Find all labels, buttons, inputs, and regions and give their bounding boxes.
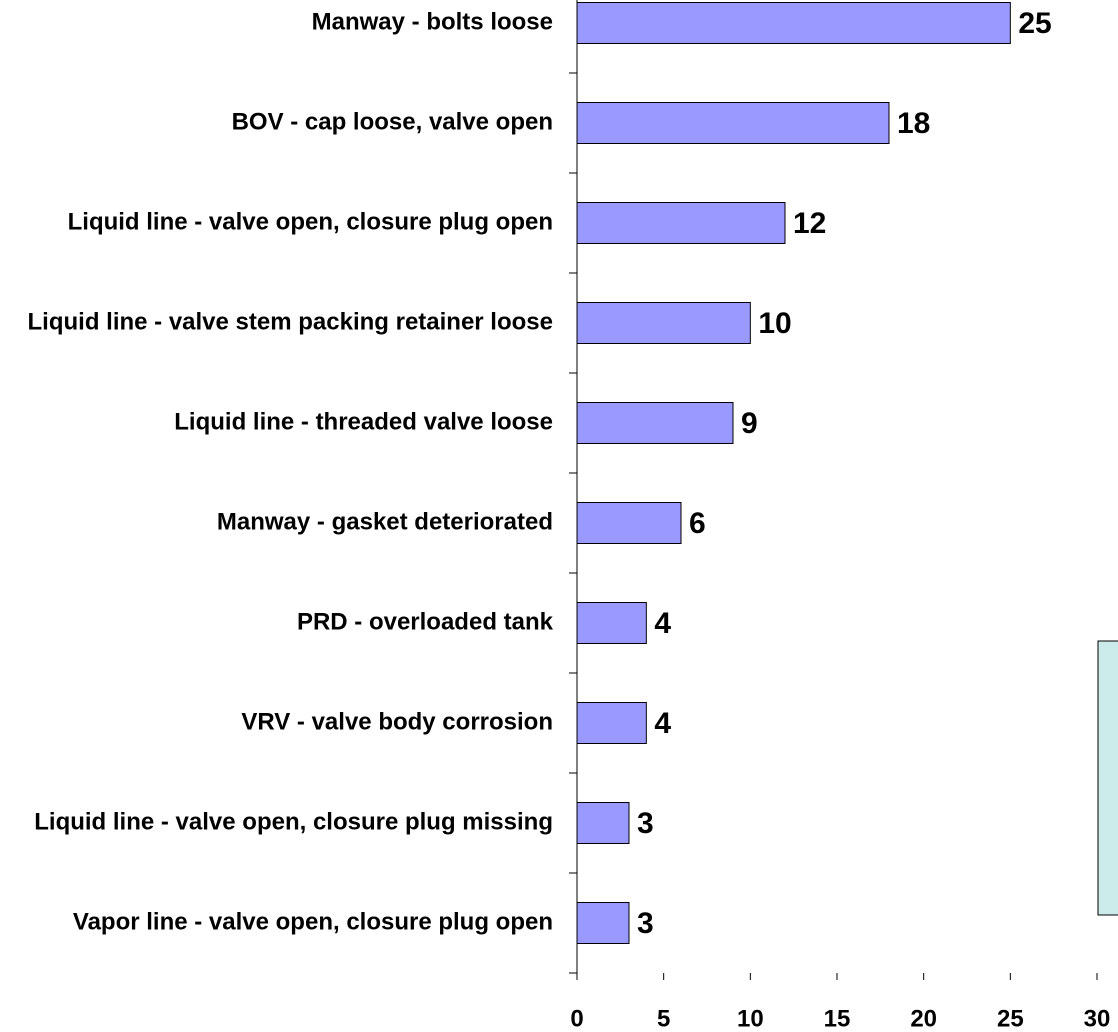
x-tick-label: 15 — [824, 1005, 851, 1032]
value-label: 6 — [689, 507, 706, 540]
x-tick-label: 25 — [997, 1005, 1024, 1032]
bar — [576, 602, 647, 644]
x-tick-label: 5 — [657, 1005, 670, 1032]
category-label: VRV - valve body corrosion — [241, 708, 553, 735]
category-label: Vapor line - valve open, closure plug op… — [73, 908, 553, 935]
bar — [576, 502, 682, 544]
value-label: 4 — [654, 707, 671, 740]
value-label: 18 — [897, 107, 930, 140]
side-box — [1097, 640, 1118, 916]
bar — [576, 2, 1011, 44]
x-tick-label: 20 — [910, 1005, 937, 1032]
value-label: 25 — [1018, 7, 1051, 40]
x-tick-label: 30 — [1084, 1005, 1111, 1032]
value-label: 4 — [654, 607, 671, 640]
x-tick-label: 10 — [737, 1005, 764, 1032]
bar — [576, 802, 630, 844]
x-tick-label: 0 — [570, 1005, 583, 1032]
category-label: BOV - cap loose, valve open — [232, 108, 553, 135]
value-label: 9 — [741, 407, 758, 440]
value-label: 12 — [793, 207, 826, 240]
bar — [576, 702, 647, 744]
value-label: 10 — [758, 307, 791, 340]
category-label: Liquid line - valve stem packing retaine… — [28, 308, 554, 335]
category-label: PRD - overloaded tank — [297, 608, 554, 635]
value-label: 3 — [637, 907, 654, 940]
category-label: Liquid line - valve open, closure plug o… — [68, 208, 553, 235]
category-label: Liquid line - valve open, closure plug m… — [34, 808, 553, 835]
bar — [576, 902, 630, 944]
bar — [576, 402, 734, 444]
category-label: Manway - gasket deteriorated — [217, 508, 553, 535]
category-label: Liquid line - threaded valve loose — [174, 408, 553, 435]
bar — [576, 102, 890, 144]
category-label: Manway - bolts loose — [312, 8, 553, 35]
bar — [576, 202, 786, 244]
value-label: 3 — [637, 807, 654, 840]
bar — [576, 302, 751, 344]
